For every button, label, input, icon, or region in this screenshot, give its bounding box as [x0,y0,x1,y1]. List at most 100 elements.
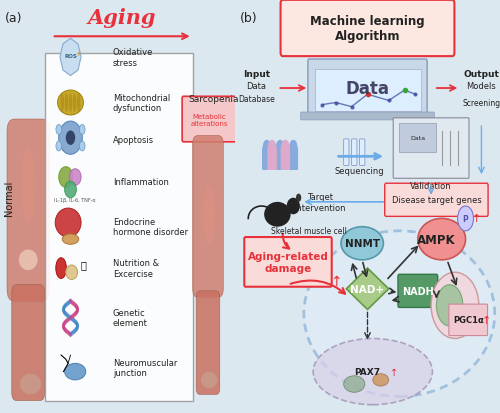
Ellipse shape [56,258,66,279]
FancyBboxPatch shape [196,291,220,394]
Circle shape [68,315,71,320]
Circle shape [72,313,76,318]
Ellipse shape [66,131,75,145]
FancyBboxPatch shape [393,119,469,179]
Text: Database: Database [238,95,275,104]
Text: Output: Output [464,70,500,79]
FancyBboxPatch shape [192,136,223,297]
Ellipse shape [20,374,41,394]
Circle shape [66,301,69,306]
Circle shape [56,142,62,152]
Text: ⚡: ⚡ [76,49,82,58]
Circle shape [76,306,78,311]
Circle shape [62,309,66,314]
Text: Validation: Validation [410,182,452,191]
Ellipse shape [55,209,81,237]
FancyBboxPatch shape [268,147,277,171]
Circle shape [76,309,78,314]
Ellipse shape [62,234,78,244]
Circle shape [62,308,65,313]
Polygon shape [346,268,389,310]
Circle shape [72,301,75,306]
Circle shape [74,304,78,309]
Circle shape [62,325,65,330]
Circle shape [66,330,69,335]
Circle shape [76,322,78,327]
FancyBboxPatch shape [262,147,272,171]
Text: (b): (b) [240,12,258,25]
Circle shape [74,329,76,334]
Ellipse shape [431,273,479,339]
Text: Inflammation: Inflammation [113,177,168,186]
Ellipse shape [19,250,38,271]
Text: Mitochondrial
dysfunction: Mitochondrial dysfunction [113,94,170,113]
Circle shape [268,140,276,153]
Circle shape [76,326,78,331]
Text: Apoptosis: Apoptosis [113,136,154,145]
FancyBboxPatch shape [449,304,488,336]
FancyBboxPatch shape [344,140,349,166]
Circle shape [70,315,72,320]
Circle shape [62,306,65,311]
Circle shape [68,316,71,321]
Text: Normal: Normal [4,180,15,216]
Ellipse shape [313,339,432,405]
Circle shape [70,300,74,305]
Circle shape [74,320,77,325]
Circle shape [68,331,70,336]
FancyBboxPatch shape [384,184,488,217]
FancyBboxPatch shape [280,147,290,171]
FancyBboxPatch shape [314,70,420,112]
Ellipse shape [418,219,466,260]
Text: Data: Data [346,80,390,98]
Text: Aging-related
damage: Aging-related damage [248,252,328,273]
Text: Target
intervention: Target intervention [294,193,346,212]
Ellipse shape [66,265,78,280]
Text: Aging: Aging [88,8,156,28]
FancyBboxPatch shape [280,1,454,57]
Ellipse shape [341,227,384,260]
FancyBboxPatch shape [308,60,427,118]
FancyBboxPatch shape [288,147,298,171]
Text: Data: Data [246,82,266,91]
Ellipse shape [21,149,35,223]
Ellipse shape [59,122,82,155]
Ellipse shape [73,94,76,113]
FancyBboxPatch shape [398,275,438,308]
Circle shape [76,308,79,313]
Circle shape [64,311,67,316]
Circle shape [63,305,66,310]
Circle shape [76,324,79,329]
Text: NAD+: NAD+ [350,284,384,294]
Circle shape [64,320,66,325]
Text: IL-1β, IL-6, TNF-α: IL-1β, IL-6, TNF-α [54,198,96,203]
Circle shape [75,311,78,316]
Circle shape [56,125,62,135]
FancyBboxPatch shape [352,140,357,166]
FancyBboxPatch shape [360,140,365,166]
Text: Sequencing: Sequencing [334,167,384,176]
Circle shape [74,328,78,332]
Ellipse shape [373,374,388,386]
Text: Neuromuscular
junction: Neuromuscular junction [113,358,177,377]
Text: (a): (a) [4,12,22,25]
Circle shape [69,299,72,304]
Ellipse shape [64,363,86,380]
Text: PGC1α: PGC1α [453,316,484,325]
Circle shape [65,329,68,334]
Text: Skeletal muscle cell: Skeletal muscle cell [272,227,347,236]
FancyBboxPatch shape [7,120,50,301]
FancyBboxPatch shape [400,124,436,153]
Circle shape [69,332,72,337]
Circle shape [76,307,79,312]
Text: Sarcopenia: Sarcopenia [188,95,239,104]
Circle shape [276,140,284,153]
Circle shape [65,302,68,307]
Circle shape [263,140,271,153]
Circle shape [62,322,66,327]
Text: NNMT: NNMT [344,239,380,249]
Circle shape [67,314,70,319]
Ellipse shape [64,94,68,113]
Ellipse shape [64,182,76,198]
Circle shape [458,206,473,231]
